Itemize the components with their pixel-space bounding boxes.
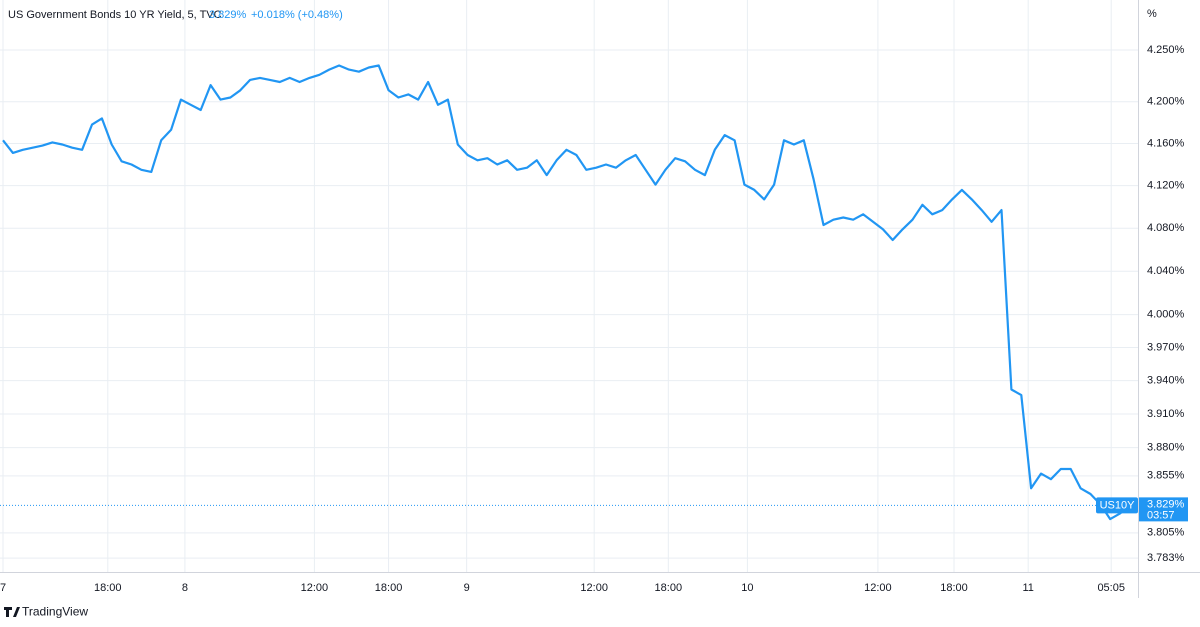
grid [0, 0, 1138, 572]
price-tag-label: 3.829% [1147, 498, 1185, 510]
y-tick-label: 4.040% [1147, 265, 1185, 277]
x-tick-label: 12:00 [864, 582, 892, 594]
x-tick-label: 11 [1022, 582, 1033, 594]
brand-logo [4, 607, 20, 617]
y-tick-label: 4.160% [1147, 137, 1185, 149]
x-tick-label: 05:05 [1097, 582, 1125, 594]
y-tick-label: 3.805% [1147, 527, 1185, 539]
y-unit: % [1147, 8, 1157, 20]
x-tick-label: 18:00 [655, 582, 683, 594]
x-tick-label: 18:00 [94, 582, 122, 594]
x-tick-label: 10 [741, 582, 753, 594]
y-tick-label: 4.080% [1147, 222, 1185, 234]
price-tag [1139, 497, 1188, 522]
y-tick-label: 3.970% [1147, 341, 1185, 353]
brand: TradingView [4, 605, 88, 619]
x-tick-label: 8 [182, 582, 188, 594]
price-change: +0.018% (+0.48%) [251, 9, 343, 21]
y-tick-label: 4.000% [1147, 309, 1185, 321]
x-tick-label: 18:00 [375, 582, 403, 594]
last-price: 3.829% [209, 9, 247, 21]
symbol-label: US10Y [1100, 499, 1136, 511]
symbol-tag [1096, 497, 1138, 514]
y-tick-label: 3.855% [1147, 470, 1185, 482]
y-tick-label: 4.120% [1147, 180, 1185, 192]
y-tick-label: 3.910% [1147, 408, 1185, 420]
plot [0, 64, 1138, 521]
price-line [2, 64, 1131, 521]
chart-title: US Government Bonds 10 YR Yield, 5, TVC [8, 9, 222, 21]
y-tick-label: 3.940% [1147, 375, 1185, 387]
x-tick-label: 9 [464, 582, 470, 594]
x-tick-label: 12:00 [301, 582, 329, 594]
y-tick-label: 4.200% [1147, 96, 1185, 108]
countdown-label: 03:57 [1147, 509, 1175, 521]
brand-name: TradingView [22, 605, 88, 619]
x-tick-label: 18:00 [940, 582, 968, 594]
x-tick-label: 12:00 [580, 582, 608, 594]
x-tick-label: 7 [0, 582, 6, 594]
y-tick-label: 4.250% [1147, 44, 1185, 56]
y-tick-label: 3.783% [1147, 552, 1185, 564]
y-tick-label: 3.880% [1147, 442, 1185, 454]
